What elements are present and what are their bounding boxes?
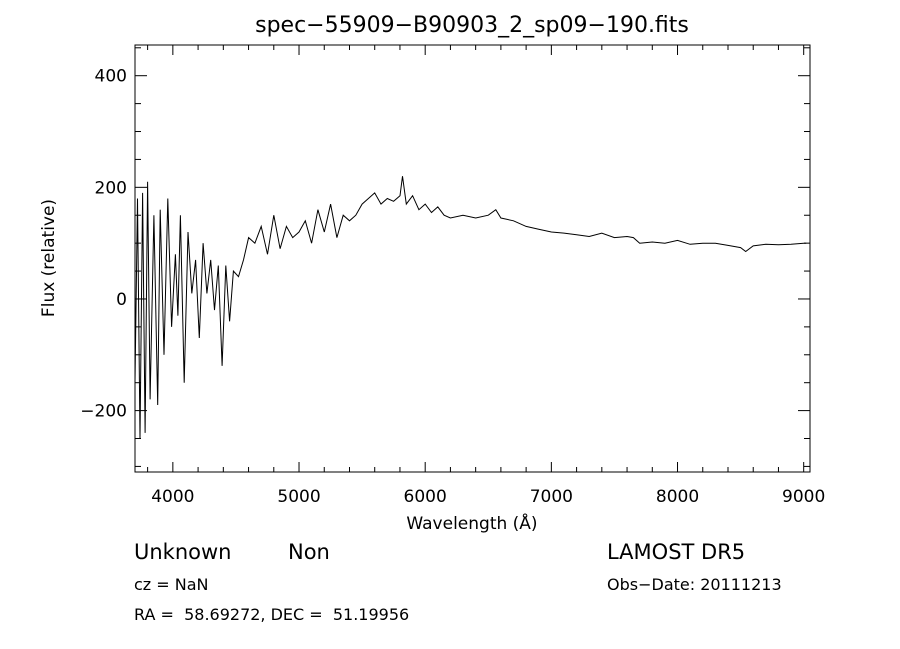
x-tick-label: 8000: [656, 487, 699, 507]
y-tick-label: 0: [116, 290, 127, 310]
x-tick-label: 7000: [530, 487, 573, 507]
x-tick-label: 9000: [782, 487, 825, 507]
series-layer: [134, 176, 807, 439]
spectrum-line: [134, 176, 807, 439]
y-tick-label: 400: [95, 67, 127, 87]
chart-title: spec−55909−B90903_2_sp09−190.fits: [255, 13, 689, 38]
x-tick-label: 5000: [277, 487, 320, 507]
subclass-label: Non: [288, 540, 330, 564]
survey-label: LAMOST DR5: [607, 540, 746, 564]
class-label: Unknown: [134, 540, 232, 564]
coordinates-label: RA = 58.69272, DEC = 51.19956: [134, 605, 410, 624]
x-tick-label: 4000: [151, 487, 194, 507]
x-axis-ticks: 4000 5000 6000 7000 8000 9000: [147, 45, 825, 507]
y-tick-label: 200: [95, 178, 127, 198]
x-axis-label: Wavelength (Å): [406, 512, 537, 534]
y-axis-ticks: −200 0 200 400: [80, 47, 810, 467]
y-axis-label: Flux (relative): [39, 199, 59, 317]
plot-frame: [134, 44, 811, 473]
y-tick-label: −200: [80, 402, 127, 422]
redshift-label: cz = NaN: [134, 575, 209, 594]
obs-date-label: Obs−Date: 20111213: [607, 575, 782, 594]
x-tick-label: 6000: [404, 487, 447, 507]
